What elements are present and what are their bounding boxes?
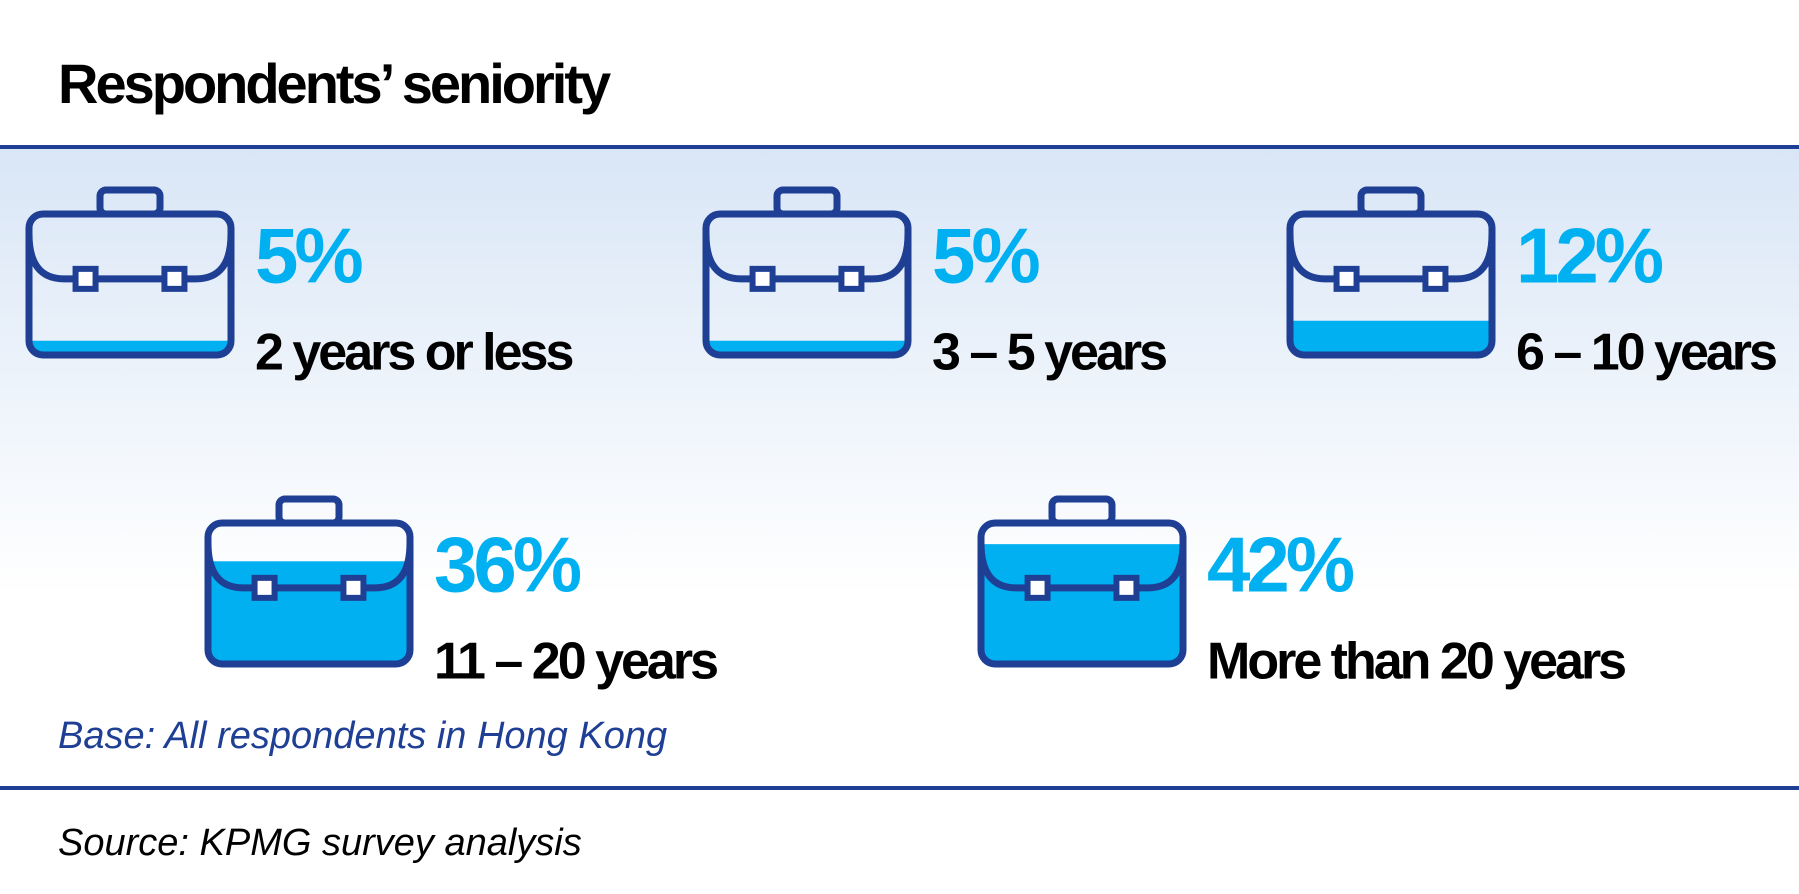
- briefcase-body: [977, 519, 1187, 668]
- category-label: 6 – 10 years: [1516, 324, 1776, 382]
- category-label: 2 years or less: [255, 324, 572, 382]
- category-label: 3 – 5 years: [932, 324, 1166, 382]
- clasp: [1113, 574, 1140, 601]
- briefcase-body: [1286, 210, 1496, 359]
- briefcase-body: [204, 519, 414, 668]
- percent-label: 12%: [1516, 212, 1663, 300]
- icons: 5% 2 years or less 5% 3 – 5 years 12% 6 – 10 …: [25, 186, 1779, 691]
- percent-label: 36%: [434, 521, 581, 609]
- clasp: [1422, 265, 1449, 292]
- clasp: [1024, 574, 1051, 601]
- percent-label: 5%: [932, 212, 1039, 300]
- category-label: More than 20 years: [1207, 633, 1625, 691]
- flap: [702, 233, 912, 283]
- percent-label: 5%: [255, 212, 362, 300]
- briefcase-body: [702, 210, 912, 359]
- flap: [977, 542, 1187, 592]
- percent-label: 42%: [1207, 521, 1354, 609]
- fill-level: [706, 340, 908, 355]
- flap: [204, 542, 414, 592]
- clasp: [749, 265, 776, 292]
- briefcase-body: [25, 210, 235, 359]
- clasp: [340, 574, 367, 601]
- flap: [25, 233, 235, 283]
- clasp: [251, 574, 278, 601]
- panel-background: [0, 147, 1799, 788]
- category-label: 11 – 20 years: [434, 633, 717, 691]
- clasp: [72, 265, 99, 292]
- chart-title: Respondents’ seniority: [58, 52, 611, 115]
- source-note: Source: KPMG survey analysis: [58, 822, 582, 864]
- clasp: [838, 265, 865, 292]
- fill-level: [981, 544, 1183, 664]
- flap: [1286, 233, 1496, 283]
- base-note: Base: All respondents in Hong Kong: [58, 715, 667, 757]
- clasp: [1333, 265, 1360, 292]
- fill-level: [29, 340, 231, 355]
- clasp: [161, 265, 188, 292]
- fill-level: [1290, 320, 1492, 355]
- fill-level: [208, 561, 410, 664]
